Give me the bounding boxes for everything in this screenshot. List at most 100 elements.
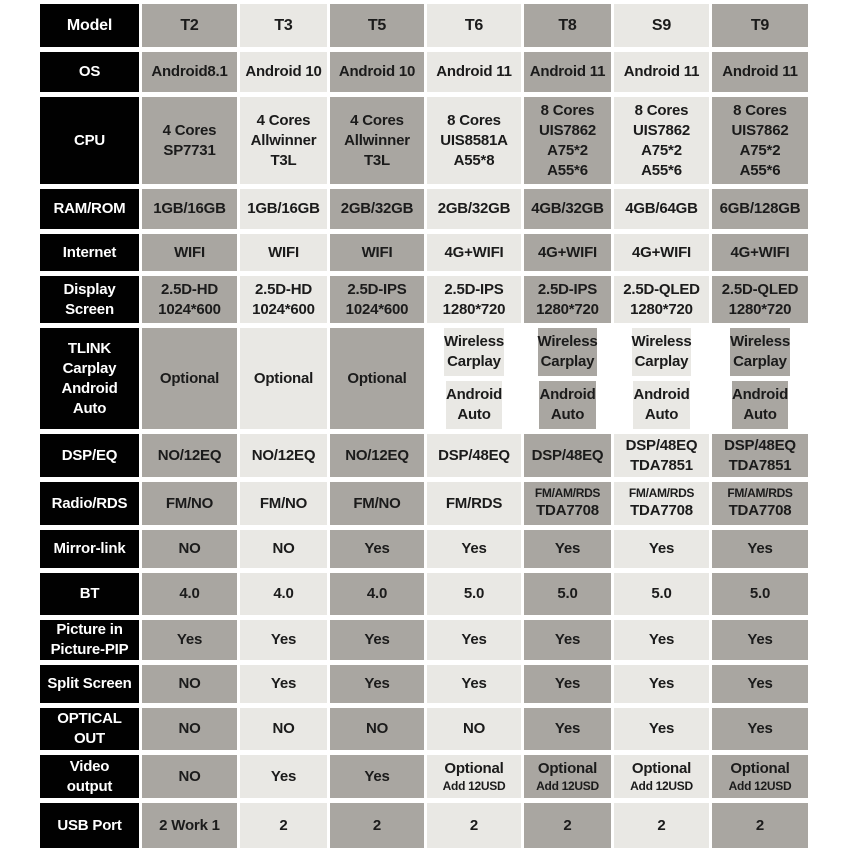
cell-text: Android bbox=[633, 386, 690, 403]
cell-picture-in-picture-pip-s9: Yes bbox=[614, 620, 709, 660]
cell-dsp-eq-t2: NO/12EQ bbox=[142, 434, 237, 477]
cell-tlink-carplay-android-auto-t6-part-2: Android Auto bbox=[445, 381, 503, 429]
cell-radio-rds-t3: FM/NO bbox=[240, 482, 327, 525]
row-header-video-output: Video output bbox=[40, 755, 139, 798]
cell-dsp-eq-t6: DSP/48EQ bbox=[427, 434, 521, 477]
cell-text: 5.0 bbox=[749, 585, 771, 602]
row-header-label: Picture-PIP bbox=[50, 641, 129, 658]
row-header-label: Split Screen bbox=[47, 675, 132, 692]
cell-picture-in-picture-pip-t8: Yes bbox=[524, 620, 611, 660]
cell-radio-rds-t2: FM/NO bbox=[142, 482, 237, 525]
cell-display-screen-t2: 2.5D-HD 1024*600 bbox=[142, 276, 237, 323]
cell-text: T3 bbox=[274, 16, 293, 34]
cell-text: 1280*720 bbox=[442, 300, 506, 318]
cell-tlink-carplay-android-auto-s9-part-2: Android Auto bbox=[633, 381, 690, 429]
cell-text: UIS8581A bbox=[440, 131, 508, 149]
cell-text: NO/12EQ bbox=[251, 446, 316, 464]
cell-text: Allwinner bbox=[250, 131, 317, 149]
row-header-label: Video bbox=[69, 757, 110, 775]
cell-optical-out-t9: Yes bbox=[712, 708, 808, 750]
cell-usb-port-s9: 2 bbox=[614, 803, 709, 848]
cell-text: NO/12EQ bbox=[345, 446, 409, 464]
cell-optical-out-t6: NO bbox=[427, 708, 521, 750]
cell-video-output-t6: Optional Add 12USD bbox=[427, 755, 521, 798]
cell-text: Allwinner bbox=[344, 131, 410, 149]
cell-text: SP7731 bbox=[163, 141, 216, 159]
cell-text: Add 12USD bbox=[728, 779, 792, 793]
cell-split-screen-t5: Yes bbox=[330, 665, 424, 703]
cell-model-t6: T6 bbox=[427, 4, 521, 47]
cell-cpu-t3: 4 Cores Allwinner T3L bbox=[240, 97, 327, 184]
cell-text: UIS7862 bbox=[633, 121, 690, 139]
cell-display-screen-t8: 2.5D-IPS 1280*720 bbox=[524, 276, 611, 323]
cell-text: Wireless bbox=[537, 333, 598, 350]
row-header-dsp-eq: DSP/EQ bbox=[40, 434, 139, 477]
cell-optical-out-t8: Yes bbox=[524, 708, 611, 750]
cell-tlink-carplay-android-auto-t2: Optional bbox=[142, 328, 237, 429]
cell-text: T9 bbox=[750, 16, 770, 34]
cell-internet-t5: WIFI bbox=[330, 234, 424, 271]
cell-text: 4G+WIFI bbox=[444, 243, 504, 261]
cell-text: Yes bbox=[461, 675, 487, 692]
cell-text: 2.5D-IPS bbox=[444, 280, 504, 298]
cell-text: Carplay bbox=[447, 353, 501, 370]
cell-text: Carplay bbox=[634, 353, 689, 370]
cell-text: Add 12USD bbox=[536, 779, 599, 793]
row-header-usb-port: USB Port bbox=[40, 803, 139, 848]
cell-text: Auto bbox=[743, 406, 777, 423]
cell-os-t5: Android 10 bbox=[330, 52, 424, 92]
cell-text: 1024*600 bbox=[345, 300, 409, 318]
cell-text: Android 10 bbox=[245, 63, 322, 80]
cell-text: NO bbox=[365, 720, 389, 737]
row-header-model: Model bbox=[40, 4, 139, 47]
cell-text: Auto bbox=[457, 406, 491, 423]
cell-picture-in-picture-pip-t3: Yes bbox=[240, 620, 327, 660]
row-header-os: OS bbox=[40, 52, 139, 92]
cell-text: WIFI bbox=[174, 243, 205, 261]
cell-internet-t2: WIFI bbox=[142, 234, 237, 271]
cell-text: NO bbox=[178, 540, 201, 557]
row-header-label: Picture in bbox=[56, 621, 123, 638]
cell-ram-rom-t2: 1GB/16GB bbox=[142, 189, 237, 229]
cell-text: 1024*600 bbox=[252, 300, 315, 318]
cell-text: Carplay bbox=[733, 353, 787, 370]
cell-text: 2 bbox=[469, 816, 479, 834]
cell-mirror-link-t6: Yes bbox=[427, 530, 521, 568]
cell-text: DSP/48EQ bbox=[438, 446, 510, 464]
cell-text: 2.5D-IPS bbox=[347, 280, 407, 298]
cell-text: Yes bbox=[461, 631, 487, 648]
cell-text: DSP/48EQ bbox=[724, 436, 796, 454]
cell-text: Android bbox=[445, 386, 503, 403]
cell-mirror-link-t5: Yes bbox=[330, 530, 424, 568]
cell-text: 4GB/32GB bbox=[531, 200, 604, 217]
cell-text: 2 bbox=[372, 816, 382, 834]
row-header-label: Carplay bbox=[62, 359, 117, 377]
cell-text: 5.0 bbox=[557, 585, 578, 602]
cell-text: Optional bbox=[631, 760, 692, 777]
cell-picture-in-picture-pip-t2: Yes bbox=[142, 620, 237, 660]
cell-text: Auto bbox=[644, 406, 679, 423]
cell-text: 4GB/64GB bbox=[625, 200, 698, 217]
cell-text: 8 Cores bbox=[733, 101, 787, 119]
cell-text: FM/NO bbox=[259, 494, 308, 512]
cell-text: Yes bbox=[364, 631, 390, 648]
cell-radio-rds-t5: FM/NO bbox=[330, 482, 424, 525]
cell-display-screen-t9: 2.5D-QLED 1280*720 bbox=[712, 276, 808, 323]
cell-split-screen-t8: Yes bbox=[524, 665, 611, 703]
cell-text: NO bbox=[178, 675, 201, 692]
cell-mirror-link-t2: NO bbox=[142, 530, 237, 568]
cell-radio-rds-s9: FM/AM/RDS TDA7708 bbox=[614, 482, 709, 525]
cell-text: NO bbox=[272, 540, 295, 557]
cell-text: T6 bbox=[464, 16, 484, 34]
cell-internet-t9: 4G+WIFI bbox=[712, 234, 808, 271]
cell-text: 2.5D-QLED bbox=[623, 280, 700, 298]
cell-bt-t8: 5.0 bbox=[524, 573, 611, 615]
cell-cpu-t5: 4 Cores Allwinner T3L bbox=[330, 97, 424, 184]
cell-text: Add 12USD bbox=[630, 779, 693, 793]
cell-picture-in-picture-pip-t5: Yes bbox=[330, 620, 424, 660]
cell-text: Yes bbox=[364, 767, 390, 785]
row-header-label: BT bbox=[79, 585, 100, 602]
cell-ram-rom-t3: 1GB/16GB bbox=[240, 189, 327, 229]
cell-text: Auto bbox=[550, 406, 585, 423]
row-header-label: OS bbox=[78, 63, 101, 80]
